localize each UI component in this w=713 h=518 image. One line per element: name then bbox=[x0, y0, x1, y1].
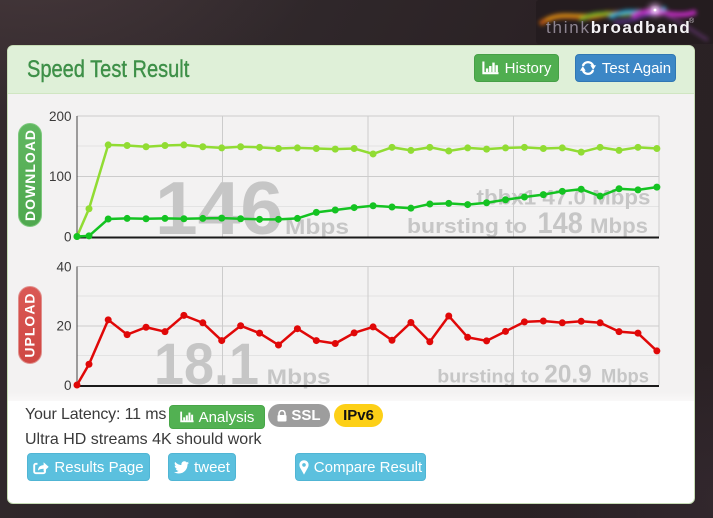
svg-text:20.9: 20.9 bbox=[544, 361, 591, 389]
svg-text:100: 100 bbox=[49, 169, 72, 184]
svg-text:20: 20 bbox=[56, 319, 71, 334]
svg-text:200: 200 bbox=[49, 109, 72, 124]
svg-text:146: 146 bbox=[155, 166, 283, 250]
svg-text:0: 0 bbox=[64, 378, 72, 393]
svg-text:Mbps: Mbps bbox=[267, 366, 331, 389]
svg-text:0: 0 bbox=[64, 229, 72, 244]
svg-text:148: 148 bbox=[538, 207, 583, 240]
svg-text:bursting to: bursting to bbox=[437, 367, 539, 387]
svg-text:®: ® bbox=[689, 17, 695, 25]
svg-text:Mbps: Mbps bbox=[285, 216, 349, 239]
svg-text:18.1: 18.1 bbox=[154, 332, 259, 397]
svg-text:Mbps: Mbps bbox=[590, 215, 648, 238]
svg-text:bursting to: bursting to bbox=[407, 216, 527, 238]
svg-text:Mbps: Mbps bbox=[601, 367, 649, 388]
svg-text:40: 40 bbox=[56, 259, 71, 274]
